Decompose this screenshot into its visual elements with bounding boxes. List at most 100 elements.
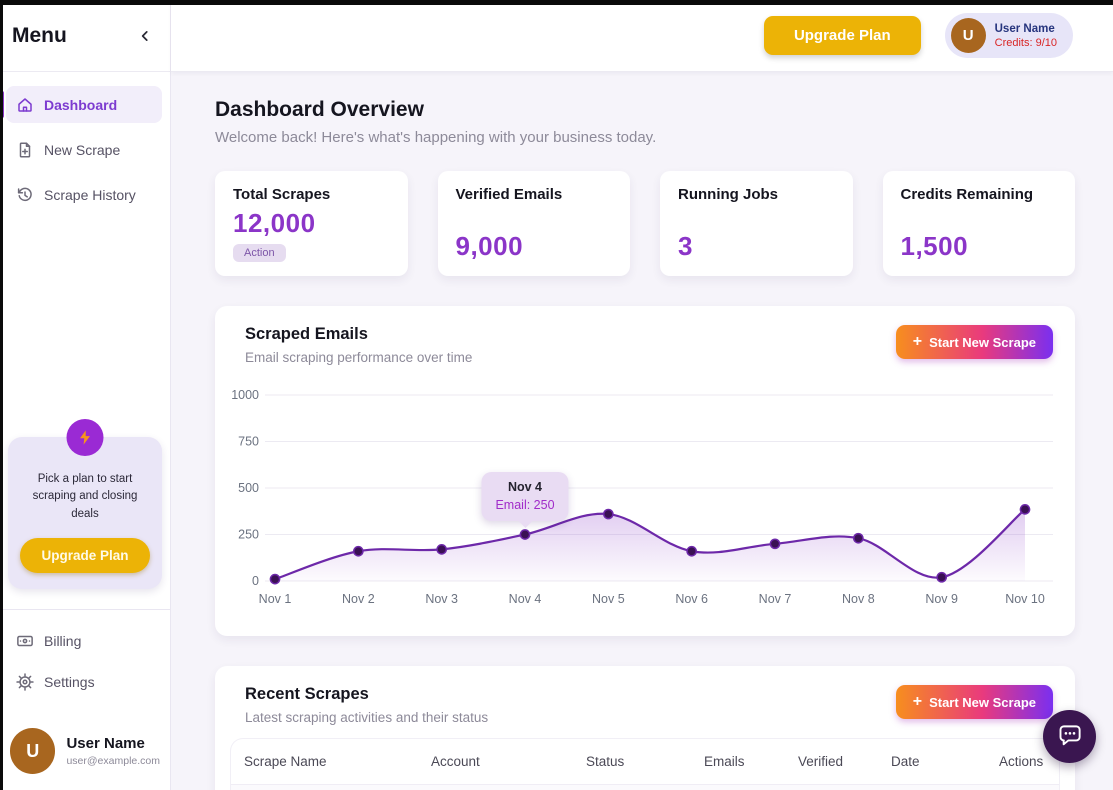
sidebar-item-new-scrape[interactable]: New Scrape — [6, 131, 162, 168]
svg-text:1000: 1000 — [231, 388, 259, 402]
stat-card-verified-emails: Verified Emails 9,000 — [437, 171, 630, 276]
content: Dashboard Overview Welcome back! Here's … — [171, 72, 1113, 790]
svg-text:0: 0 — [252, 574, 259, 588]
user-avatar: U — [950, 18, 986, 53]
svg-text:500: 500 — [238, 481, 259, 495]
column-header-scrape-name[interactable]: Scrape Name — [244, 754, 327, 769]
panel-header: Recent Scrapes Latest scraping activitie… — [231, 685, 1059, 725]
svg-text:Nov 4: Nov 4 — [509, 592, 542, 606]
table-header-row: Scrape Name Account Status Emails Verifi… — [231, 739, 1059, 785]
sidebar-item-label: Dashboard — [44, 96, 118, 113]
start-new-scrape-button[interactable]: + Start New Scrape — [895, 685, 1053, 719]
home-icon — [18, 97, 32, 112]
pill-credits: Credits: 9/10 — [994, 36, 1057, 49]
column-header-account[interactable]: Account — [431, 754, 480, 769]
sidebar-secondary-nav: Billing Settings — [0, 610, 170, 700]
sidebar-item-scrape-history[interactable]: Scrape History — [6, 176, 162, 213]
column-header-verified[interactable]: Verified — [798, 754, 844, 769]
sidebar-item-settings[interactable]: Settings — [6, 663, 162, 700]
stat-label: Credits Remaining — [900, 186, 1034, 203]
sidebar-item-label: Scrape History — [44, 186, 136, 203]
stat-value: 12,000 — [233, 208, 316, 238]
sidebar-upgrade-button[interactable]: Upgrade Plan — [20, 538, 150, 573]
window-edge-top — [0, 0, 1113, 5]
upgrade-card-text: Pick a plan to start scraping and closin… — [32, 472, 138, 521]
recent-scrapes-panel: Recent Scrapes Latest scraping activitie… — [215, 666, 1075, 790]
sidebar-item-label: Billing — [44, 632, 82, 649]
window-edge-left — [0, 0, 3, 790]
user-name: User Name — [66, 735, 145, 752]
column-header-status[interactable]: Status — [586, 754, 625, 769]
stat-card-total-scrapes: Total Scrapes 12,000 Action — [215, 171, 408, 276]
page-subtitle: Welcome back! Here's what's happening wi… — [215, 129, 657, 146]
panel-header-text: Recent Scrapes Latest scraping activitie… — [245, 685, 488, 725]
sidebar-item-billing[interactable]: Billing — [6, 622, 162, 659]
sidebar-item-dashboard[interactable]: Dashboard — [0, 86, 162, 123]
tooltip-date: Nov 4 — [507, 479, 543, 494]
button-label: Start New Scrape — [929, 334, 1036, 350]
sidebar-bottom: Pick a plan to start scraping and closin… — [0, 417, 170, 790]
stat-label: Running Jobs — [678, 186, 778, 203]
svg-text:Nov 1: Nov 1 — [259, 592, 292, 606]
upgrade-plan-button[interactable]: Upgrade Plan — [763, 16, 921, 55]
stat-card-running-jobs: Running Jobs 3 — [660, 171, 853, 276]
pill-info: User Name Credits: 9/10 — [995, 23, 1057, 49]
action-badge[interactable]: Action — [233, 244, 286, 262]
scraped-emails-panel: Scraped Emails Email scraping performanc… — [215, 306, 1075, 636]
svg-text:750: 750 — [238, 435, 259, 449]
menu-title: Menu — [12, 23, 67, 47]
sidebar-header: Menu — [0, 0, 170, 72]
page-title: Dashboard Overview — [215, 98, 424, 121]
history-icon — [17, 187, 32, 201]
start-new-scrape-button[interactable]: + Start New Scrape — [895, 325, 1053, 359]
sidebar-item-label: Settings — [44, 673, 95, 690]
stat-label: Total Scrapes — [233, 186, 331, 203]
sidebar-upgrade-card: Pick a plan to start scraping and closin… — [8, 418, 162, 589]
recent-title: Recent Scrapes — [245, 685, 369, 703]
stat-label: Verified Emails — [455, 186, 563, 203]
lightning-badge — [66, 418, 104, 456]
recent-scrapes-table: Scrape Name Account Status Emails Verifi… — [231, 739, 1059, 790]
main-area: Upgrade Plan U User Name Credits: 9/10 D… — [171, 0, 1113, 790]
chevron-left-icon — [141, 30, 148, 41]
sidebar-nav: Dashboard New Scrape Scrape History — [0, 72, 170, 213]
topbar-user-pill[interactable]: U User Name Credits: 9/10 — [944, 13, 1073, 58]
column-header-emails[interactable]: Emails — [704, 754, 745, 769]
column-header-actions[interactable]: Actions — [999, 754, 1044, 769]
svg-text:Nov 2: Nov 2 — [342, 592, 375, 606]
svg-text:Nov 6: Nov 6 — [675, 592, 708, 606]
column-header-date[interactable]: Date — [891, 754, 920, 769]
stat-value: 9,000 — [455, 231, 524, 261]
panel-header: Scraped Emails Email scraping performanc… — [231, 325, 1059, 365]
sidebar: Menu Dashboard New Scrape Scrape History — [0, 0, 171, 790]
svg-text:Nov 10: Nov 10 — [1005, 592, 1045, 606]
lightning-icon — [80, 429, 90, 445]
svg-text:Nov 8: Nov 8 — [842, 592, 875, 606]
sidebar-divider — [0, 609, 170, 610]
panel-header-text: Scraped Emails Email scraping performanc… — [245, 325, 472, 365]
plus-icon: + — [912, 693, 923, 710]
gear-icon — [16, 672, 34, 691]
chat-fab-button[interactable] — [1043, 710, 1096, 763]
topbar: Upgrade Plan U User Name Credits: 9/10 — [171, 0, 1113, 72]
svg-text:Nov 3: Nov 3 — [425, 592, 458, 606]
sidebar-user[interactable]: U User Name user@example.com — [0, 728, 170, 774]
svg-text:Nov 5: Nov 5 — [592, 592, 625, 606]
user-email: user@example.com — [66, 755, 160, 767]
sidebar-collapse-button[interactable] — [134, 25, 156, 47]
stat-cards: Total Scrapes 12,000 Action Verified Ema… — [215, 171, 1075, 276]
user-avatar: U — [10, 728, 56, 774]
billing-icon — [17, 635, 33, 646]
user-info: User Name user@example.com — [66, 735, 160, 767]
button-label: Start New Scrape — [929, 694, 1036, 710]
chart-wrap: 0 250 500 750 1000 Nov 1 Nov 2 Nov 3 Nov 4 Nov 5 N… — [231, 381, 1059, 622]
stat-value: 3 — [678, 231, 693, 261]
chat-bubble-icon — [1059, 725, 1081, 746]
table-row — [231, 785, 1059, 790]
stat-value: 1,500 — [900, 231, 969, 261]
plus-icon: + — [912, 333, 923, 350]
chart-subtitle: Email scraping performance over time — [245, 350, 473, 365]
svg-text:Nov 7: Nov 7 — [759, 592, 792, 606]
scrapes-chart[interactable]: 0 250 500 750 1000 Nov 1 Nov 2 Nov 3 Nov 4 Nov 5 N… — [231, 381, 1059, 617]
